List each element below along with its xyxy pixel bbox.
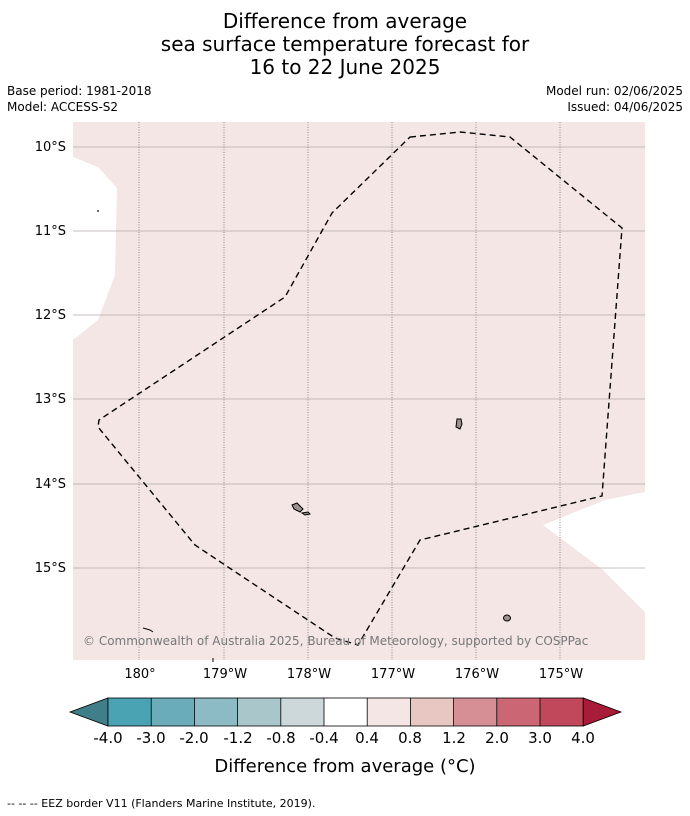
colorbar-label-neg-1-2: -1.2: [223, 729, 253, 747]
latitude-tick-labels: 10°S 11°S 12°S 13°S 14°S 15°S: [35, 140, 66, 576]
colorbar-label-0-8: 0.8: [398, 729, 422, 747]
colorbar-segment-11: [540, 698, 584, 726]
colorbar-dividers: [150, 698, 541, 726]
colorbar-outline: [107, 697, 584, 727]
lon-label-178w: 178°W: [287, 667, 331, 682]
colorbar-segment-6: [324, 698, 368, 726]
colorbar-segment-3: [194, 698, 238, 726]
colorbar-segment-7: [367, 698, 411, 726]
longitude-gridlines: [138, 122, 561, 660]
colorbar-label-neg-0-8: -0.8: [266, 729, 296, 747]
model-run-label: Model run: 02/06/2025: [545, 84, 683, 98]
colorbar-label-3-0: 3.0: [528, 729, 552, 747]
colorbar-label-1-2: 1.2: [442, 729, 466, 747]
colorbar: [68, 697, 623, 727]
map-title-line-3: 16 to 22 June 2025: [249, 55, 441, 79]
island-southwest: [142, 627, 154, 633]
colorbar-low-extension: [68, 697, 109, 727]
colorbar-label-4-0: 4.0: [571, 729, 595, 747]
colorbar-high-extension: [582, 697, 623, 727]
eez-footnote: -- -- -- EEZ border V11 (Flanders Marine…: [7, 797, 316, 810]
no-data-area-southeast: [543, 492, 645, 612]
island-west-large: [291, 502, 304, 513]
lon-label-176w: 176°W: [455, 667, 499, 682]
island-northwest-dot: [97, 210, 99, 212]
island-east: [455, 418, 463, 430]
lon-label-179w: 179°W: [203, 667, 247, 682]
island-south: [503, 614, 511, 622]
lat-label-15s: 15°S: [35, 561, 66, 576]
lat-label-14s: 14°S: [35, 477, 66, 492]
lon-label-180: 180°: [124, 667, 155, 682]
model-label: Model: ACCESS-S2: [7, 100, 119, 114]
colorbar-segment-4: [237, 698, 281, 726]
lon-label-175w: 175°W: [539, 667, 583, 682]
longitude-tick-labels: 180° 179°W 178°W 177°W 176°W 175°W: [124, 667, 583, 682]
colorbar-segment-2: [151, 698, 195, 726]
colorbar-label-neg-0-4: -0.4: [309, 729, 339, 747]
eez-border: [97, 131, 623, 646]
lat-label-13s: 13°S: [35, 392, 66, 407]
lat-label-11s: 11°S: [35, 224, 66, 239]
colorbar-label-neg-2: -2.0: [179, 729, 209, 747]
map-title-line-2: sea surface temperature forecast for: [160, 32, 530, 56]
issued-label: Issued: 04/06/2025: [567, 100, 683, 114]
colorbar-segment-1: [108, 698, 152, 726]
copyright-text: © Commonwealth of Australia 2025, Bureau…: [83, 634, 588, 648]
colorbar-label-2-0: 2.0: [485, 729, 509, 747]
latitude-gridlines: [73, 146, 645, 569]
colorbar-segment-5: [280, 698, 324, 726]
colorbar-label-neg-4: -4.0: [93, 729, 123, 747]
map-title-line-1: Difference from average: [222, 9, 468, 33]
colorbar-segment-9: [453, 698, 497, 726]
map-ocean-area: [73, 122, 645, 660]
colorbar-segment-8: [410, 698, 454, 726]
island-west-small: [300, 511, 312, 516]
colorbar-title: Difference from average (°C): [214, 756, 476, 777]
lon-label-177w: 177°W: [371, 667, 415, 682]
lat-label-10s: 10°S: [35, 140, 66, 155]
colorbar-label-neg-3: -3.0: [136, 729, 166, 747]
lat-label-12s: 12°S: [35, 308, 66, 323]
base-period-label: Base period: 1981-2018: [7, 84, 152, 98]
colorbar-segment-10: [496, 698, 540, 726]
colorbar-label-0-4: 0.4: [355, 729, 379, 747]
